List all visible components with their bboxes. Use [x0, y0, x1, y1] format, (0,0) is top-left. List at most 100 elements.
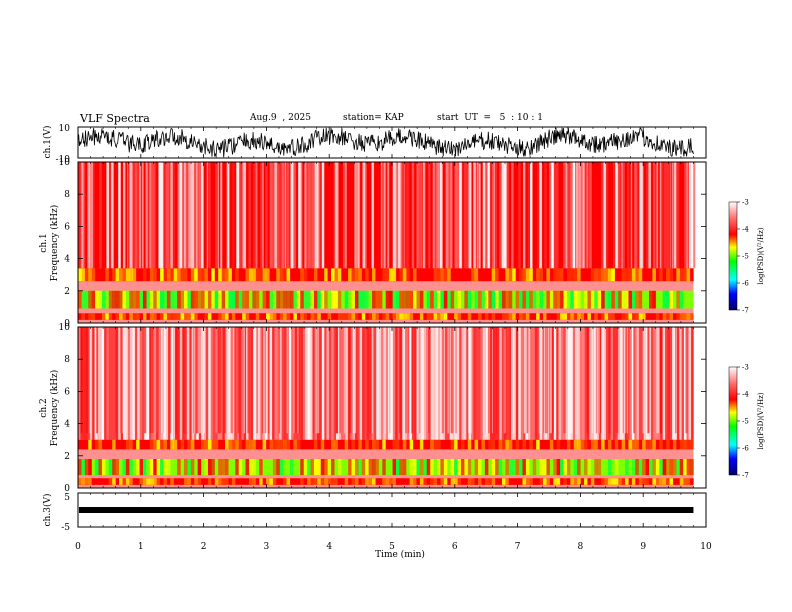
band-streak	[489, 327, 493, 440]
band-streak	[556, 268, 561, 282]
band-streak	[224, 162, 228, 269]
band-streak	[108, 327, 112, 440]
band-streak	[125, 478, 130, 485]
band-streak	[638, 290, 643, 309]
band-streak	[170, 459, 175, 476]
band-streak	[365, 290, 369, 309]
band-streak	[338, 162, 342, 269]
band-streak	[255, 290, 260, 309]
band-streak	[426, 290, 431, 309]
band-streak	[566, 268, 571, 282]
streak	[219, 327, 222, 434]
band-streak	[463, 327, 467, 440]
band-streak	[679, 478, 684, 485]
band-streak	[474, 439, 479, 450]
colorbar-tick-label: -5	[742, 418, 749, 426]
streak	[193, 327, 195, 434]
spectrogram-band-0	[78, 313, 694, 320]
band-streak	[153, 313, 157, 320]
band-streak	[380, 327, 384, 440]
band-streak	[310, 268, 315, 282]
band-streak	[173, 439, 178, 450]
streak	[328, 162, 331, 269]
band-streak	[519, 459, 523, 476]
band-streak	[470, 327, 474, 440]
band-streak	[313, 290, 318, 309]
band-streak	[645, 290, 650, 309]
streak	[495, 162, 497, 269]
band-streak	[433, 290, 438, 309]
band-streak	[553, 478, 557, 485]
band-streak	[351, 268, 356, 282]
streak	[127, 162, 129, 269]
streak	[657, 162, 659, 269]
band-streak	[307, 268, 311, 282]
streak	[585, 162, 587, 269]
band-streak	[501, 290, 506, 309]
band-streak	[627, 162, 630, 269]
band-streak	[187, 478, 192, 485]
band-streak	[153, 268, 157, 282]
band-streak	[378, 268, 383, 282]
band-streak	[214, 290, 219, 309]
band-streak	[341, 313, 345, 320]
band-streak	[84, 313, 89, 320]
band-streak	[313, 478, 318, 485]
band-streak	[642, 268, 646, 282]
band-streak	[580, 290, 585, 309]
band-streak	[560, 327, 564, 440]
band-streak	[573, 290, 578, 309]
band-streak	[638, 459, 643, 476]
band-streak	[508, 313, 513, 320]
band-streak	[638, 268, 643, 282]
band-streak	[166, 268, 171, 282]
streak	[685, 327, 688, 434]
band-streak	[242, 290, 246, 309]
band-streak	[625, 478, 629, 485]
band-streak	[276, 327, 280, 440]
band-streak	[484, 439, 489, 450]
band-streak	[274, 162, 278, 269]
band-streak	[127, 327, 131, 440]
band-streak	[156, 478, 161, 485]
band-streak	[78, 478, 82, 485]
band-streak	[512, 459, 516, 476]
band-streak	[450, 313, 455, 320]
band-streak	[433, 327, 436, 440]
band-streak	[180, 439, 185, 450]
band-streak	[351, 439, 356, 450]
streak	[675, 327, 677, 434]
band-streak	[430, 459, 434, 476]
band-streak	[421, 327, 424, 440]
band-streak	[122, 268, 127, 282]
band-streak	[529, 290, 534, 309]
streak	[242, 162, 245, 269]
band-streak	[175, 162, 178, 269]
streak	[264, 327, 267, 434]
streak	[659, 162, 662, 269]
band-streak	[235, 439, 239, 450]
streak	[526, 327, 529, 434]
band-streak	[163, 313, 168, 320]
band-streak	[467, 313, 472, 320]
band-streak	[214, 268, 219, 282]
streak	[439, 162, 441, 269]
band-streak	[95, 478, 99, 485]
band-streak	[149, 313, 154, 320]
band-streak	[98, 439, 103, 450]
band-streak	[402, 327, 405, 440]
band-streak	[481, 313, 486, 320]
band-streak	[532, 162, 536, 269]
band-streak	[156, 268, 161, 282]
band-streak	[605, 327, 609, 440]
band-streak	[201, 268, 205, 282]
band-streak	[669, 313, 674, 320]
band-streak	[587, 439, 592, 450]
streak	[586, 162, 588, 269]
streak	[115, 327, 117, 434]
band-streak	[153, 290, 157, 309]
band-streak	[354, 327, 358, 440]
band-streak	[416, 439, 421, 450]
band-streak	[317, 268, 322, 282]
band-streak	[638, 162, 642, 269]
